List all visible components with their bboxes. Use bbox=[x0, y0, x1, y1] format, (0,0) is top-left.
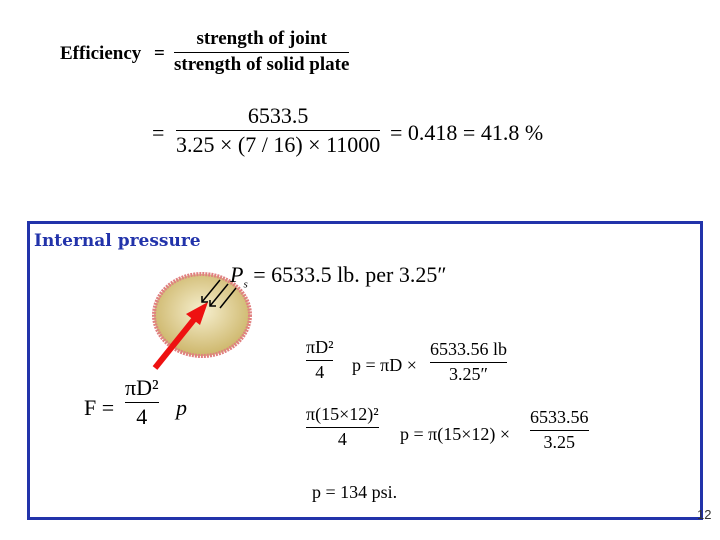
fraction-bar bbox=[430, 361, 508, 363]
calc-fraction: 6533.5 3.25 × (7 / 16) × 11000 bbox=[176, 103, 381, 158]
eq2-lhs-denominator: 4 bbox=[337, 428, 347, 449]
fraction-bar bbox=[306, 426, 379, 428]
ps-text: = 6533.5 lb. per 3.25″ bbox=[253, 262, 447, 287]
ps-line: Ps = 6533.5 lb. per 3.25″ bbox=[230, 262, 447, 290]
eq2-rhs-fraction: 6533.56 3.25 bbox=[530, 407, 589, 453]
eq1-rhs-fraction: 6533.56 lb 3.25″ bbox=[430, 339, 508, 385]
force-p: p bbox=[176, 395, 187, 420]
eq1-lhs-fraction: πD² 4 bbox=[306, 337, 334, 383]
fraction-bar bbox=[530, 429, 589, 431]
force-fraction: πD² 4 bbox=[125, 375, 159, 430]
fraction-bar bbox=[125, 402, 159, 404]
calc-numerator: 6533.5 bbox=[247, 103, 309, 128]
eq1-rhs-denominator: 3.25″ bbox=[449, 363, 488, 384]
eq2-lhs-fraction: π(15×12)² 4 bbox=[306, 404, 379, 450]
efficiency-equals: = bbox=[154, 43, 165, 64]
eq2-rhs-numerator: 6533.56 bbox=[530, 407, 589, 427]
page-number: 12 bbox=[697, 507, 712, 522]
calc-equals: = bbox=[152, 120, 165, 145]
efficiency-label: Efficiency bbox=[60, 43, 142, 64]
ps-symbol: P bbox=[230, 262, 244, 287]
fraction-bar bbox=[306, 359, 334, 361]
force-lhs: F = bbox=[84, 395, 115, 420]
efficiency-numerator: strength of joint bbox=[196, 28, 327, 49]
fraction-bar bbox=[176, 130, 381, 132]
force-denominator: 4 bbox=[136, 404, 148, 430]
fraction-bar bbox=[174, 51, 350, 53]
eq2-lhs-numerator: π(15×12)² bbox=[306, 404, 379, 424]
calc-denominator: 3.25 × (7 / 16) × 11000 bbox=[176, 132, 381, 158]
pipe-illustration bbox=[152, 272, 252, 370]
eq2-rhs-denominator: 3.25 bbox=[543, 431, 576, 452]
internal-pressure-title: Internal pressure bbox=[34, 231, 201, 251]
force-arrow-icon bbox=[152, 302, 208, 370]
force-numerator: πD² bbox=[125, 375, 159, 400]
pressure-result: p = 134 psi. bbox=[312, 482, 398, 502]
internal-pressure-frame bbox=[27, 221, 703, 520]
eq1-lhs-denominator: 4 bbox=[315, 361, 325, 382]
ps-subscript: s bbox=[243, 278, 248, 291]
efficiency-fraction: strength of joint strength of solid plat… bbox=[174, 28, 350, 76]
eq1-rhs-numerator: 6533.56 lb bbox=[430, 339, 508, 359]
eq2-middle: p = π(15×12) × bbox=[400, 424, 511, 444]
eq1-lhs-numerator: πD² bbox=[306, 337, 334, 357]
pressure-arrows-icon bbox=[201, 279, 237, 309]
eq1-middle: p = πD × bbox=[352, 355, 417, 375]
efficiency-denominator: strength of solid plate bbox=[174, 53, 350, 75]
calc-result: = 0.418 = 41.8 % bbox=[390, 120, 544, 145]
